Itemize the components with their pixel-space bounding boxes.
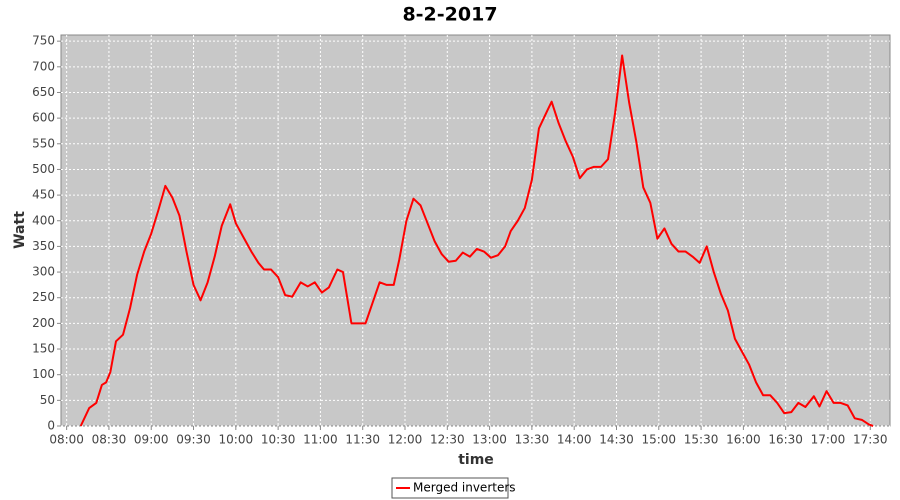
y-tick-label: 750	[32, 34, 55, 48]
y-tick-label: 0	[47, 419, 55, 433]
x-tick-label: 16:00	[726, 433, 761, 447]
x-tick-label: 16:30	[768, 433, 803, 447]
x-tick-label: 08:00	[49, 433, 84, 447]
x-tick-label: 12:00	[388, 433, 423, 447]
x-tick-label: 09:30	[176, 433, 211, 447]
chart-title: 8-2-2017	[402, 4, 497, 26]
x-tick-label: 11:00	[303, 433, 338, 447]
x-tick-label: 17:30	[853, 433, 888, 447]
data-line	[79, 54, 874, 427]
y-axis-label: Watt	[12, 211, 28, 249]
y-tick-label: 700	[32, 59, 55, 73]
x-tick-label: 12:30	[430, 433, 465, 447]
x-tick-label: 08:30	[92, 433, 127, 447]
y-tick-label: 550	[32, 136, 55, 150]
y-tick-label: 350	[32, 239, 55, 253]
x-tick-label: 10:30	[261, 433, 296, 447]
x-tick-label: 17:00	[811, 433, 846, 447]
x-tick-label: 10:00	[219, 433, 254, 447]
x-tick-label: 14:00	[557, 433, 592, 447]
x-tick-label: 13:00	[472, 433, 507, 447]
plot-area	[60, 34, 891, 427]
x-tick-label: 09:00	[134, 433, 169, 447]
y-tick-label: 250	[32, 290, 55, 304]
x-axis-label: time	[458, 452, 494, 468]
x-tick-label: 13:30	[515, 433, 550, 447]
y-tick-label: 400	[32, 213, 55, 227]
y-tick-label: 150	[32, 342, 55, 356]
x-tick-label: 15:00	[641, 433, 676, 447]
y-tick-label: 600	[32, 111, 55, 125]
x-tick-label: 15:30	[684, 433, 719, 447]
x-tick-label: 14:30	[599, 433, 634, 447]
legend	[391, 477, 509, 499]
x-tick-label: 11:30	[345, 433, 380, 447]
y-tick-label: 200	[32, 316, 55, 330]
y-tick-label: 100	[32, 367, 55, 381]
y-tick-label: 500	[32, 162, 55, 176]
y-tick-label: 650	[32, 85, 55, 99]
y-tick-label: 300	[32, 265, 55, 279]
y-tick-label: 450	[32, 188, 55, 202]
y-tick-label: 50	[40, 393, 55, 407]
legend-label: Merged inverters	[413, 481, 516, 495]
